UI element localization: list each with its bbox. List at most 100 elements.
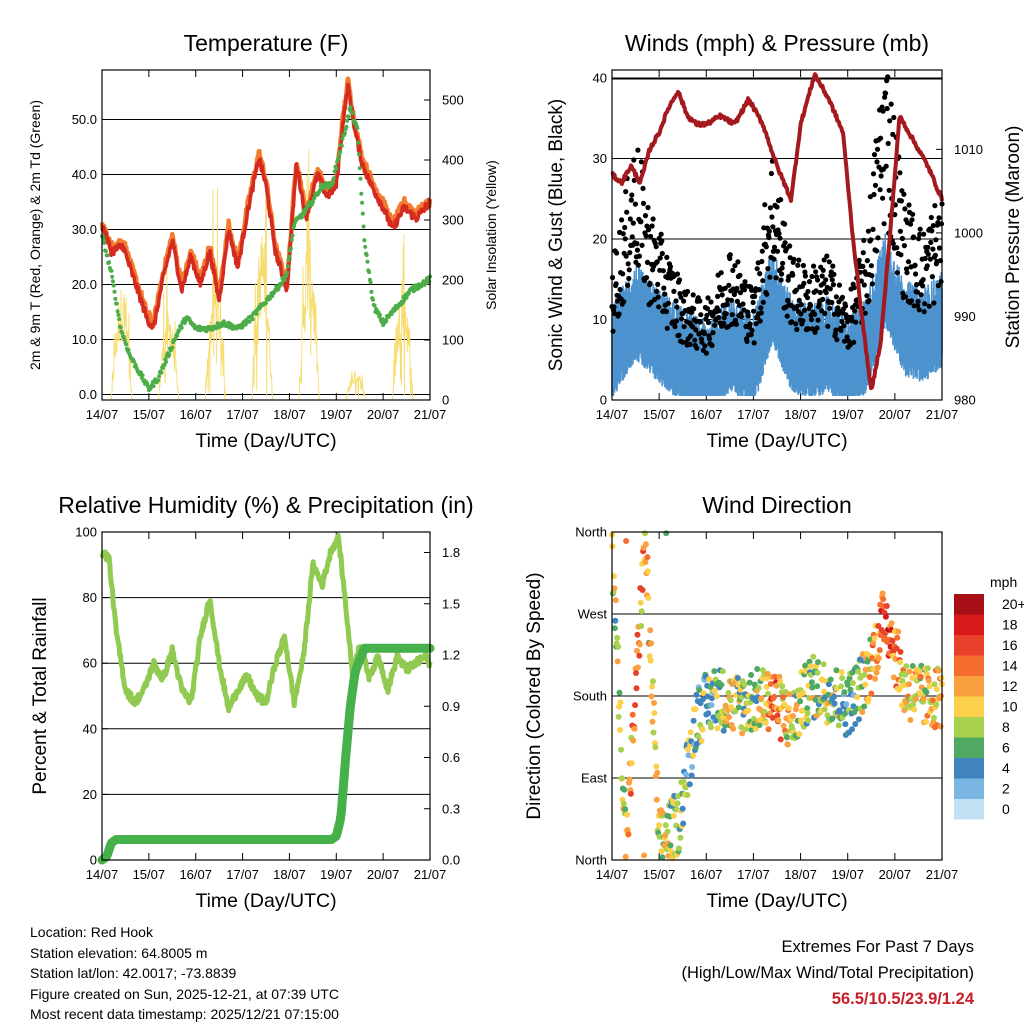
direction-point (764, 670, 771, 677)
direction-point (780, 722, 787, 729)
direction-point (653, 796, 660, 803)
gust-point (928, 239, 934, 245)
gust-point (774, 204, 780, 210)
chart-temperature-xtick-label: 18/07 (273, 407, 306, 422)
direction-point (687, 729, 694, 736)
gust-point (814, 325, 820, 331)
gust-point (887, 118, 893, 124)
gust-point (873, 248, 880, 254)
gust-point (813, 288, 819, 294)
chart-winds-xtick-label: 20/07 (879, 407, 912, 422)
chart-humidity-xlabel: Time (Day/UTC) (195, 890, 336, 912)
direction-point (889, 637, 896, 644)
gust-point (681, 324, 687, 330)
direction-point (765, 726, 772, 733)
direction-point (842, 721, 849, 728)
direction-point (623, 538, 630, 544)
gust-series (609, 74, 945, 356)
gust-point (708, 299, 714, 305)
dewpoint-point (285, 270, 290, 275)
direction-point (730, 725, 737, 732)
direction-point (895, 628, 902, 635)
direction-point (634, 664, 641, 671)
gust-point (798, 302, 805, 308)
gust-point (796, 257, 802, 263)
gust-point (650, 216, 656, 222)
gust-point (664, 325, 670, 331)
gust-point (661, 285, 667, 291)
gust-point (703, 350, 710, 356)
chart-winds-ytick-label: 20 (593, 232, 607, 247)
gust-point (674, 271, 681, 277)
dewpoint-point (116, 312, 121, 317)
chart-temperature-title: Temperature (F) (184, 30, 349, 56)
direction-point (906, 668, 913, 675)
dewpoint-point (107, 260, 111, 265)
gust-point (704, 312, 710, 318)
gust-point (749, 327, 755, 334)
gust-point (635, 147, 641, 153)
gust-point (806, 279, 813, 285)
gust-point (787, 243, 793, 249)
chart-humidity-y2tick-label: 0.3 (442, 801, 460, 816)
dewpoint-point (340, 136, 345, 141)
gust-point (932, 252, 939, 258)
gust-point (722, 285, 728, 291)
direction-point (689, 764, 696, 770)
direction-point (621, 786, 628, 793)
gust-point (678, 294, 684, 300)
direction-point (651, 700, 657, 706)
gust-point (913, 271, 919, 277)
gust-point (916, 236, 922, 242)
gust-point (888, 101, 894, 107)
direction-point (815, 659, 821, 666)
gust-point (759, 258, 765, 265)
gust-point (933, 237, 939, 243)
direction-point (873, 669, 880, 676)
dewpoint-point (344, 124, 349, 129)
direction-point (650, 729, 657, 736)
direction-point (745, 707, 752, 714)
gust-point (815, 277, 821, 283)
legend-swatch (954, 696, 984, 717)
gust-point (823, 290, 829, 296)
dewpoint-point (356, 140, 361, 145)
direction-point (754, 666, 761, 672)
chart-temperature-ytick-label: 20.0 (72, 277, 97, 292)
gust-point (793, 321, 799, 327)
gust-point (665, 300, 672, 306)
gust-point (631, 157, 637, 163)
direction-point (632, 702, 639, 709)
gust-point (662, 291, 668, 297)
gust-point (897, 170, 903, 176)
dewpoint-point (122, 337, 127, 342)
extremes-box: Extremes For Past 7 Days (High/Low/Max W… (681, 934, 974, 1012)
gust-point (811, 263, 817, 269)
chart-temperature-ylabel: 2m & 9m T (Red, Orange) & 2m Td (Green) (27, 100, 43, 370)
direction-point (636, 641, 643, 648)
gust-point (785, 297, 791, 303)
direction-point (636, 652, 643, 659)
gust-point (756, 287, 762, 293)
gust-point (679, 316, 685, 322)
chart-humidity-y2tick-label: 0.9 (442, 699, 460, 714)
direction-point (844, 681, 851, 688)
gust-point (758, 305, 764, 311)
gust-point (817, 289, 823, 296)
gust-point (735, 259, 741, 265)
direction-point (804, 705, 811, 712)
gust-point (936, 245, 943, 251)
gust-point (903, 266, 910, 272)
direction-point (896, 686, 903, 693)
gust-point (789, 319, 795, 325)
direction-point (841, 689, 848, 696)
chart-winds-ytick-label: 30 (593, 151, 607, 166)
gust-point (729, 312, 735, 318)
direction-point (652, 744, 659, 751)
gust-point (897, 228, 904, 234)
gust-point (627, 250, 633, 256)
direction-point (684, 746, 691, 753)
dewpoint-point (317, 188, 322, 193)
gust-point (860, 250, 866, 256)
direction-point (910, 701, 917, 708)
